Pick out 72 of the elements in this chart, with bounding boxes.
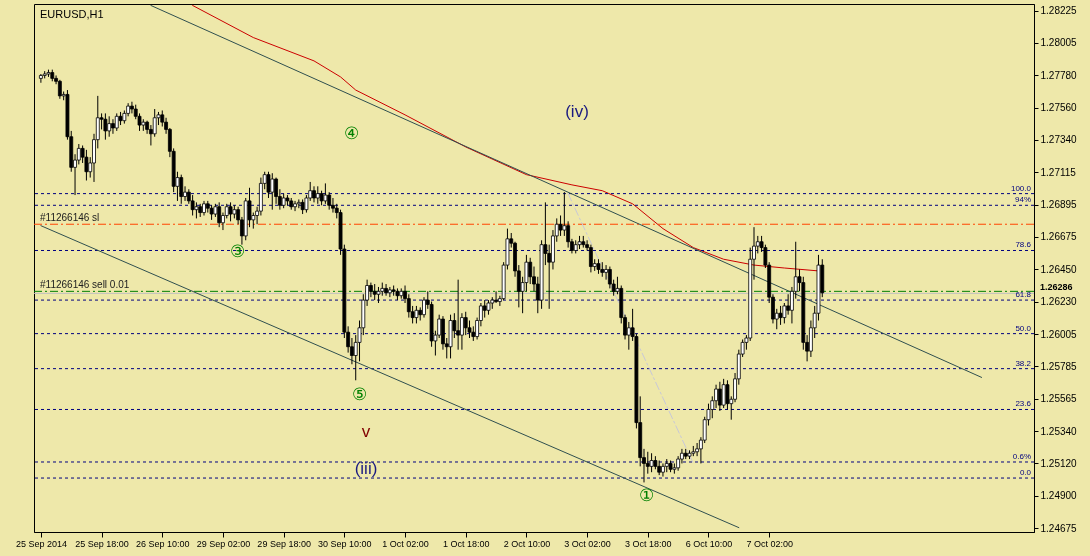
- y-tick-label: 1.25120: [1040, 457, 1078, 469]
- y-tick-label: 1.26230: [1040, 296, 1078, 308]
- y-tick-label: 1.25785: [1040, 360, 1078, 372]
- y-tick-label: 1.24675: [1040, 522, 1078, 534]
- x-tick-label: 25 Sep 18:00: [75, 538, 129, 549]
- candlestick: [57, 79, 62, 100]
- candlestick: [387, 286, 392, 298]
- y-tick-label: 1.26005: [1040, 328, 1078, 340]
- candlestick: [369, 282, 373, 298]
- x-tick-label: 26 Sep 10:00: [135, 538, 190, 549]
- y-tick-label: 1.28005: [1040, 37, 1078, 49]
- annotation: ①: [638, 485, 654, 505]
- candlestick: [494, 290, 498, 304]
- candlestick: [604, 264, 608, 281]
- x-tick-label: 7 Oct 02:00: [746, 538, 793, 549]
- candlestick: [39, 73, 43, 84]
- annotation: 100.0: [1010, 183, 1032, 193]
- annotation: 50.0: [1015, 323, 1032, 333]
- x-tick-label: 1 Oct 18:00: [442, 538, 490, 549]
- candlestick: [717, 381, 722, 412]
- candlestick: [293, 200, 297, 212]
- annotation: 38.2: [1015, 358, 1032, 368]
- annotation: (iii): [354, 459, 378, 479]
- candlestick: [179, 174, 184, 205]
- candlestick: [626, 321, 631, 351]
- annotation: (iv): [565, 101, 589, 121]
- candlestick: [270, 172, 275, 211]
- y-tick-label: 1.26895: [1040, 199, 1078, 211]
- x-tick-label: 6 Oct 10:00: [685, 538, 733, 549]
- y-tick-label: 1.28225: [1040, 5, 1078, 17]
- x-tick-label: 1 Oct 02:00: [382, 538, 429, 549]
- annotation: 0.6%: [1012, 451, 1031, 461]
- annotation: ⑤: [351, 385, 367, 405]
- annotation: ④: [343, 123, 359, 143]
- annotation: 94%: [1014, 195, 1031, 205]
- x-tick-label: 29 Sep 02:00: [196, 538, 251, 549]
- annotation: 78.6: [1015, 240, 1032, 250]
- candlestick: [463, 311, 468, 336]
- y-tick-label: 1.24900: [1040, 490, 1078, 502]
- candlestick: [217, 201, 222, 228]
- y-tick-label: 1.27560: [1040, 102, 1078, 114]
- x-tick-label: 30 Sep 10:00: [318, 538, 372, 549]
- x-tick-label: 2 Oct 10:00: [503, 538, 551, 549]
- ref-line-label: #11266146 sl: [40, 212, 100, 224]
- y-tick-label: 1.25565: [1040, 393, 1078, 405]
- x-tick-label: 29 Sep 18:00: [257, 538, 311, 549]
- x-tick-label: 3 Oct 02:00: [564, 538, 611, 549]
- y-tick-label: 1.27780: [1040, 69, 1078, 81]
- ref-line-label: 1.26286: [1040, 282, 1073, 293]
- candlestick: [661, 462, 665, 478]
- y-tick-label: 1.26450: [1040, 263, 1078, 275]
- y-tick-label: 1.27340: [1040, 134, 1078, 146]
- candlestick: [589, 244, 593, 273]
- annotation: 0.0: [1019, 468, 1032, 478]
- candlestick: [84, 149, 89, 181]
- candlestick: [456, 279, 461, 351]
- annotation: 61.8: [1015, 290, 1032, 300]
- candlestick: [778, 305, 783, 326]
- y-tick-label: 1.27115: [1040, 166, 1077, 178]
- x-tick-label: 25 Sep 2014: [15, 538, 67, 549]
- candlestick: [111, 118, 115, 135]
- candlestick: [107, 115, 112, 138]
- y-tick-label: 1.25340: [1040, 425, 1078, 437]
- annotation: v: [361, 422, 371, 442]
- annotation: 23.6: [1015, 399, 1032, 409]
- y-tick-label: 1.26675: [1040, 231, 1078, 243]
- candlestick: [786, 293, 791, 316]
- chart-title: EURUSD,H1: [40, 8, 104, 20]
- candlestick: [384, 283, 388, 297]
- annotation: ③: [229, 242, 245, 262]
- ref-line-label: #11266146 sell 0.01: [40, 279, 130, 291]
- x-tick-label: 3 Oct 18:00: [625, 538, 672, 549]
